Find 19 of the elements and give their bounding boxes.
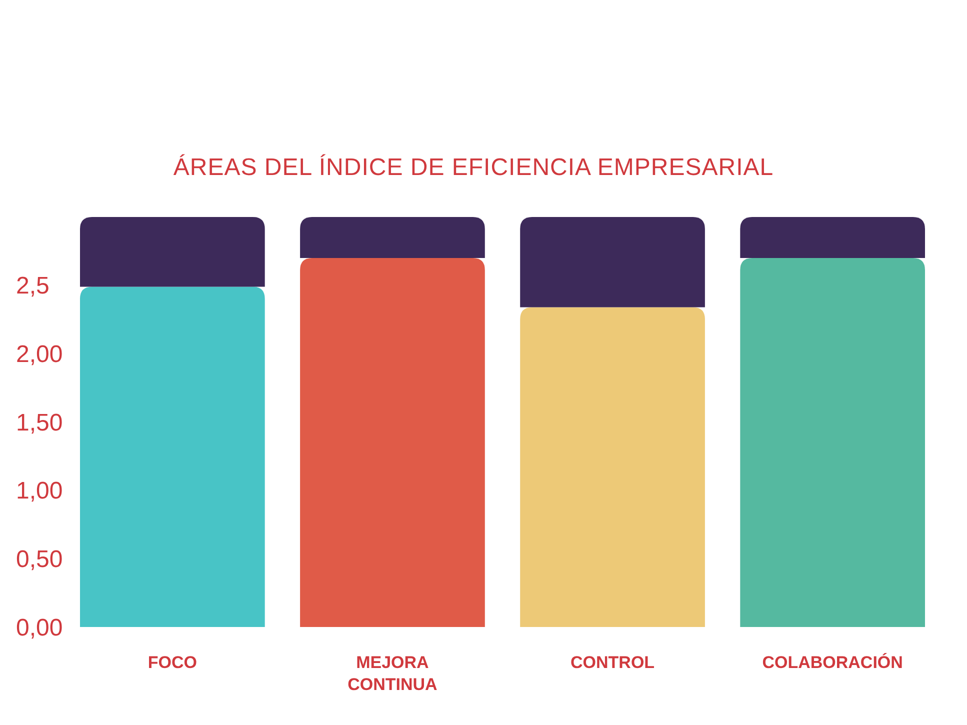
y-tick-label: 2,00: [16, 341, 63, 368]
bar: [520, 217, 705, 308]
x-tick-label: CONTROL: [570, 653, 655, 672]
bar: [740, 217, 925, 258]
y-tick-label: 0,00: [16, 614, 63, 642]
x-tick-label: COLABORACIÓN: [762, 652, 903, 672]
y-tick-label: 2,5: [16, 272, 50, 300]
bar: [80, 286, 265, 627]
bar: [520, 307, 705, 627]
bar: [300, 217, 485, 258]
bar: [300, 258, 485, 627]
y-tick-label: 1,00: [16, 478, 63, 505]
bar: [80, 217, 265, 287]
y-tick-label: 1,50: [16, 409, 63, 436]
y-tick-label: 0,50: [16, 546, 63, 574]
bar: [740, 258, 925, 627]
x-tick-label: MEJORA CONTINUA: [348, 653, 438, 694]
x-tick-label: FOCO: [148, 653, 197, 672]
chart-title: ÁREAS DEL ÍNDICE DE EFICIENCIA EMPRESARIAL: [173, 154, 774, 181]
